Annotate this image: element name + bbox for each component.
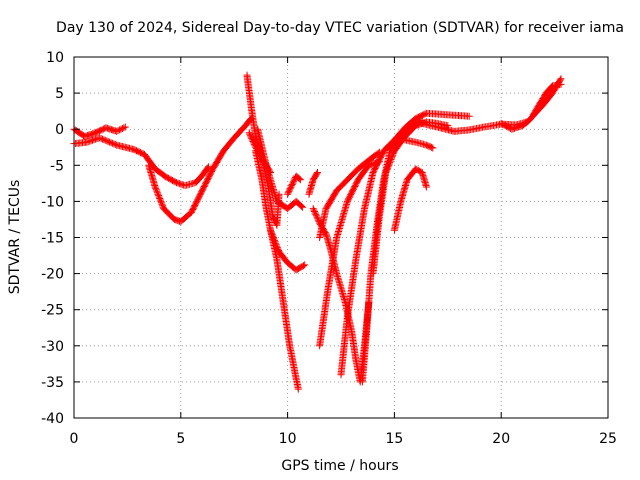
y-tick-label: -35 (41, 375, 64, 391)
x-tick-label: 15 (385, 431, 403, 447)
data-point-markers (284, 172, 304, 198)
series-arc (529, 80, 565, 119)
data-point-markers (305, 169, 321, 198)
y-tick-label: -40 (41, 411, 64, 427)
x-tick-label: 10 (279, 431, 297, 447)
y-tick-label: -30 (41, 339, 64, 355)
y-tick-label: 0 (55, 122, 64, 138)
data-point-markers (316, 148, 383, 241)
grid-lines (74, 57, 608, 418)
y-tick-label: 10 (46, 50, 64, 66)
series-arc (305, 169, 321, 198)
series-arc (245, 129, 274, 176)
x-tick-label: 20 (492, 431, 510, 447)
x-axis-label: GPS time / hours (281, 458, 398, 474)
data-point-markers (316, 158, 383, 350)
chart-title: Day 130 of 2024, Sidereal Day-to-day VTE… (56, 20, 624, 36)
y-tick-label: -10 (41, 194, 64, 210)
series-arc (316, 148, 383, 241)
x-tick-label: 25 (599, 431, 617, 447)
series-arc (267, 226, 309, 274)
y-axis-label: SDTVAR / TECUs (7, 180, 23, 295)
y-tick-label: -20 (41, 267, 64, 283)
data-point-markers (245, 129, 274, 176)
y-tick-label: -5 (50, 158, 64, 174)
series-arc (316, 158, 383, 350)
y-tick-label: -25 (41, 303, 64, 319)
data-point-markers (529, 80, 565, 119)
data-point-markers (145, 114, 255, 226)
axis-ticks: 0 5 10 15 20 25 -40 -35 -30 -25 -20 -15 -10 -5 0 5 10 (41, 50, 617, 447)
x-tick-label: 0 (70, 431, 79, 447)
series-arc (284, 172, 304, 198)
data-point-markers (267, 226, 309, 274)
data-point-markers (390, 165, 430, 234)
data-points (70, 71, 565, 393)
data-point-markers (401, 136, 437, 152)
series-arc (337, 109, 473, 379)
y-tick-label: -15 (41, 231, 64, 247)
series-arc (401, 136, 437, 152)
x-tick-label: 5 (176, 431, 185, 447)
series-arc (145, 114, 255, 226)
y-tick-label: 5 (55, 86, 64, 102)
data-point-markers (337, 109, 473, 379)
series-arc (390, 165, 430, 234)
